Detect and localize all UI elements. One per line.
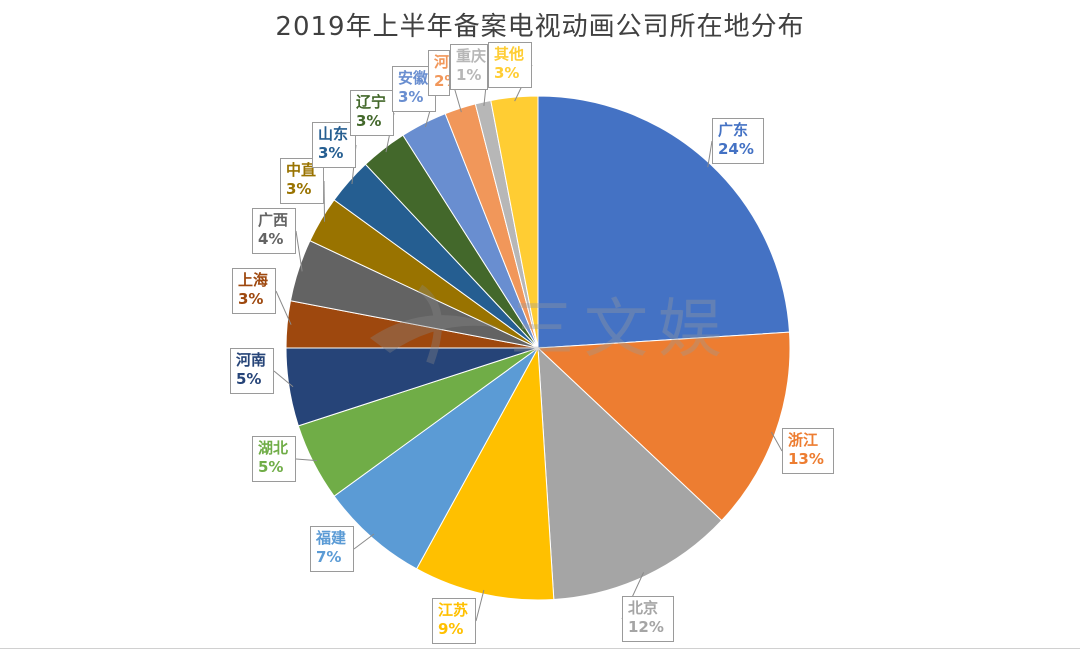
data-label-value: 12%	[628, 618, 664, 636]
data-label-value: 3%	[286, 180, 312, 198]
pie-slice-15	[490, 95, 539, 349]
data-label-10: 山东 3%	[312, 122, 356, 168]
data-label-15: 其他 3%	[488, 42, 532, 88]
data-label-value: 1%	[456, 66, 482, 84]
spreadsheet-gridline	[0, 648, 1080, 657]
data-label-name: 北京	[628, 599, 659, 617]
pie-slice-0	[537, 95, 791, 349]
data-label-value: 4%	[258, 230, 284, 248]
data-label-value: 2%	[434, 72, 449, 90]
data-label-name: 河北	[434, 53, 450, 71]
leader-line-5	[295, 458, 318, 462]
leader-line-4	[353, 533, 375, 550]
data-label-value: 7%	[316, 548, 342, 566]
data-label-value: 3%	[318, 144, 344, 162]
data-label-name: 福建	[316, 529, 347, 547]
leader-line-8	[295, 230, 303, 272]
data-label-name: 广东	[718, 121, 749, 139]
leader-line-7	[275, 290, 292, 325]
data-label-1: 浙江 13%	[782, 428, 834, 474]
data-label-11: 辽宁 3%	[350, 90, 394, 136]
data-label-7: 上海 3%	[232, 268, 276, 314]
leader-line-0	[707, 140, 713, 168]
data-label-2: 北京 12%	[622, 596, 674, 642]
data-label-name: 河南	[236, 351, 267, 369]
leader-line-6	[273, 370, 294, 388]
data-label-value: 9%	[438, 620, 464, 638]
leader-line-1	[770, 431, 783, 452]
data-label-value: 3%	[494, 64, 520, 82]
data-label-name: 其他	[494, 45, 525, 63]
pie-slice-2	[537, 346, 723, 601]
data-label-8: 广西 4%	[252, 208, 296, 254]
data-label-value: 13%	[788, 450, 824, 468]
data-label-0: 广东 24%	[712, 118, 764, 164]
data-label-name: 中直	[286, 161, 317, 179]
data-label-name: 浙江	[788, 431, 819, 449]
data-label-6: 河南 5%	[230, 348, 274, 394]
data-label-4: 福建 7%	[310, 526, 354, 572]
data-label-name: 安徽	[398, 69, 429, 87]
data-label-name: 重庆	[456, 47, 487, 65]
leader-line-3	[475, 589, 485, 622]
data-label-13: 河北2%	[428, 50, 450, 96]
chart-title: 2019年上半年备案电视动画公司所在地分布	[275, 12, 805, 42]
data-label-value: 3%	[398, 88, 424, 106]
data-label-5: 湖北 5%	[252, 436, 296, 482]
data-label-14: 重庆 1%	[450, 44, 488, 90]
data-label-value: 3%	[356, 112, 382, 130]
data-label-value: 24%	[718, 140, 754, 158]
pie-slice-4	[333, 347, 539, 570]
data-label-name: 辽宁	[356, 93, 387, 111]
data-label-value: 5%	[236, 370, 262, 388]
data-label-3: 江苏 9%	[432, 598, 476, 644]
data-label-name: 江苏	[438, 601, 469, 619]
data-label-name: 广西	[258, 211, 289, 229]
data-label-value: 3%	[238, 290, 264, 308]
data-label-name: 湖北	[258, 439, 289, 457]
data-label-value: 5%	[258, 458, 284, 476]
data-label-name: 上海	[238, 271, 269, 289]
pie-slice-1	[536, 331, 791, 522]
data-label-9: 中直 3%	[280, 158, 324, 204]
data-label-name: 山东	[318, 125, 349, 143]
leader-line-9	[323, 180, 326, 222]
